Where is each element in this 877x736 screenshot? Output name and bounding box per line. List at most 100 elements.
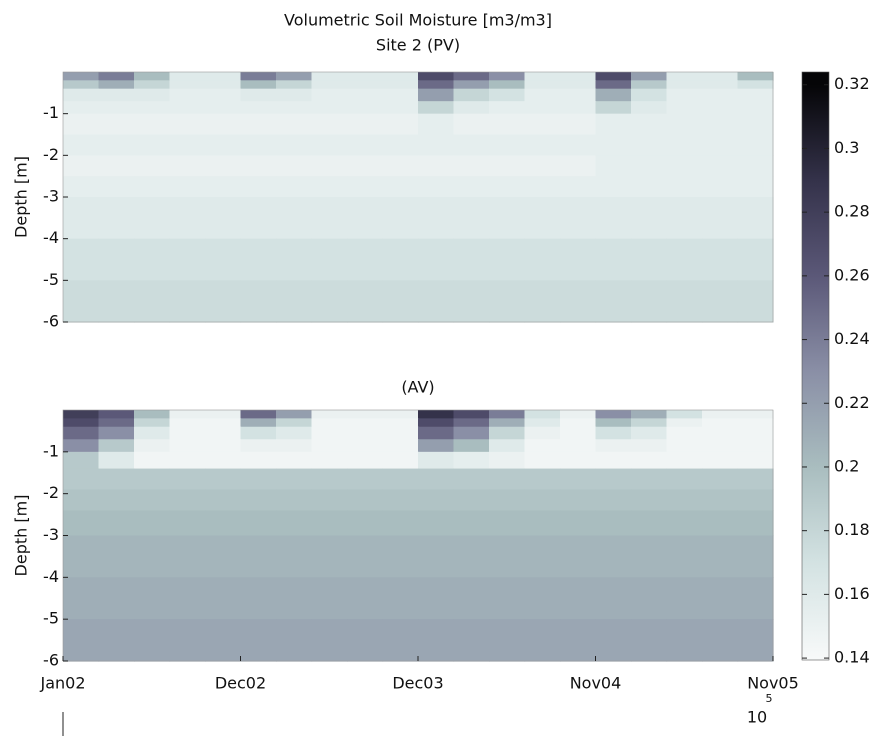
heatmap-cell xyxy=(702,439,739,453)
heatmap-cell xyxy=(240,155,277,177)
heatmap-cell xyxy=(240,101,277,115)
heatmap-cell xyxy=(666,577,703,620)
heatmap-cell xyxy=(702,489,739,511)
heatmap-cell xyxy=(418,439,455,453)
y-axis-label: Depth [m] xyxy=(12,495,31,577)
heatmap-cell xyxy=(453,418,490,428)
heatmap-cell xyxy=(631,410,668,419)
heatmap-cell xyxy=(347,197,384,240)
heatmap-cell xyxy=(489,489,526,511)
heatmap-cell xyxy=(347,113,384,136)
heatmap-cell xyxy=(702,88,739,102)
heatmap-cell xyxy=(98,468,135,491)
heatmap-cell xyxy=(311,535,348,578)
heatmap-cell xyxy=(169,113,206,136)
heatmap-cell xyxy=(205,418,242,428)
heatmap-cell xyxy=(205,510,242,537)
x-tick-label: Nov04 xyxy=(570,674,622,693)
heatmap-cell xyxy=(453,489,490,511)
heatmap-cell xyxy=(489,280,526,323)
heatmap-cell xyxy=(169,577,206,620)
heatmap-cell xyxy=(98,197,135,240)
heatmap-cell xyxy=(169,280,206,323)
heatmap-cell xyxy=(666,197,703,240)
heatmap-cell xyxy=(134,426,171,440)
heatmap-cell xyxy=(311,619,348,662)
heatmap-cell xyxy=(205,280,242,323)
heatmap-cell xyxy=(276,197,313,240)
heatmap-cell xyxy=(631,468,668,491)
heatmap-cell xyxy=(595,155,632,177)
heatmap-cell xyxy=(169,418,206,428)
heatmap-cell xyxy=(631,577,668,620)
heatmap-cell xyxy=(63,176,100,198)
heatmap-cell xyxy=(560,468,597,491)
heatmap-cell xyxy=(737,510,774,537)
heatmap-cell xyxy=(453,280,490,323)
heatmap-cell xyxy=(595,280,632,323)
heatmap-cell xyxy=(382,468,419,491)
heatmap-cell xyxy=(311,577,348,620)
heatmap-cell xyxy=(63,451,100,470)
heatmap-cell xyxy=(63,155,100,177)
heatmap-cell xyxy=(347,176,384,198)
heatmap-cell xyxy=(418,155,455,177)
heatmap-cell xyxy=(382,619,419,662)
heatmap-cell xyxy=(631,155,668,177)
heatmap-cell xyxy=(63,489,100,511)
heatmap-cell xyxy=(418,80,455,90)
heatmap-cell xyxy=(169,535,206,578)
heatmap-cell xyxy=(666,238,703,281)
x-exponent-power: 5 xyxy=(766,692,773,705)
heatmap-cell xyxy=(666,426,703,440)
heatmap-cell xyxy=(205,80,242,90)
heatmap-cell xyxy=(169,510,206,537)
heatmap-cell xyxy=(63,410,100,419)
heatmap-cell xyxy=(134,418,171,428)
heatmap-cell xyxy=(666,451,703,470)
heatmap-cell xyxy=(418,113,455,136)
heatmap-cell xyxy=(276,155,313,177)
heatmap-cell xyxy=(631,238,668,281)
heatmap-cell xyxy=(453,101,490,115)
heatmap-cell xyxy=(489,577,526,620)
heatmap-cell xyxy=(595,619,632,662)
heatmap-cell xyxy=(134,510,171,537)
heatmap-cell xyxy=(276,113,313,136)
heatmap-cell xyxy=(240,439,277,453)
heatmap-cell xyxy=(134,155,171,177)
heatmap-cell xyxy=(666,80,703,90)
heatmap-cell xyxy=(276,280,313,323)
heatmap-cell xyxy=(169,619,206,662)
heatmap-cell xyxy=(418,197,455,240)
heatmap-cell xyxy=(524,88,561,102)
heatmap-cell xyxy=(382,113,419,136)
heatmap-cell xyxy=(98,280,135,323)
heatmap-cell xyxy=(98,155,135,177)
heatmap-cell xyxy=(702,134,739,156)
x-tick-label: Dec02 xyxy=(215,674,266,693)
heatmap-cell xyxy=(418,101,455,115)
heatmap-cell xyxy=(276,535,313,578)
heatmap-cell xyxy=(702,451,739,470)
heatmap-cell xyxy=(347,155,384,177)
panel-title: (AV) xyxy=(401,378,434,397)
heatmap-cell xyxy=(205,489,242,511)
heatmap-cell xyxy=(524,176,561,198)
heatmap-cell xyxy=(595,134,632,156)
heatmap-cell xyxy=(311,451,348,470)
heatmap-cell xyxy=(489,134,526,156)
heatmap-cell xyxy=(560,238,597,281)
heatmap-cell xyxy=(560,439,597,453)
heatmap-cell xyxy=(666,468,703,491)
heatmap-cell xyxy=(98,489,135,511)
heatmap-cell xyxy=(453,535,490,578)
heatmap-cell xyxy=(702,176,739,198)
heatmap-cell xyxy=(311,176,348,198)
heatmap-cell xyxy=(169,439,206,453)
heatmap-cell xyxy=(134,80,171,90)
heatmap-cell xyxy=(560,510,597,537)
heatmap-cell xyxy=(737,418,774,428)
heatmap-cell xyxy=(311,134,348,156)
heatmap-cell xyxy=(666,619,703,662)
